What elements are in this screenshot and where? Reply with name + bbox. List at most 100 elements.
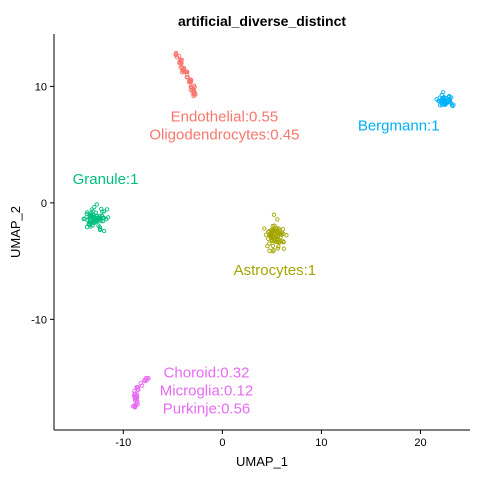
ticks-layer: -10 0 10 20 10 0 -10 [31,81,427,449]
data-point [84,211,89,217]
data-point [280,227,286,232]
data-point [440,95,445,101]
data-point [105,207,110,212]
cluster-label-line: Purkinje:0.56 [163,401,251,418]
data-point [276,244,281,249]
data-point [271,234,276,239]
data-point [284,233,289,238]
data-point [266,236,271,241]
data-point [271,226,276,232]
data-point [101,228,107,234]
data-point [81,216,86,222]
data-point [185,74,190,80]
data-point [189,85,194,90]
data-point [99,218,104,224]
data-point [99,206,104,212]
x-tick-label: 0 [219,437,225,449]
cluster-label-bergmann: Bergmann:1 [358,118,440,135]
data-point [441,90,446,95]
data-point [267,241,272,246]
data-point [132,388,137,394]
data-point [281,239,286,244]
data-point [274,236,280,242]
data-point [189,79,194,84]
data-point [88,213,94,218]
data-point [145,375,150,381]
data-point [92,204,97,210]
axes-layer [53,34,470,431]
data-point [89,207,94,212]
x-tick-label: 20 [414,437,426,449]
cluster-label-line: Bergmann:1 [358,118,440,135]
data-point [185,69,190,74]
y-tick-label: 10 [35,81,47,93]
cluster-label-line: Astrocytes:1 [234,262,317,279]
data-point [134,395,140,400]
data-point [97,213,102,219]
data-point [270,243,275,248]
data-point [263,232,269,237]
data-point [279,230,285,235]
cluster-label-line: Microglia:0.12 [160,383,253,400]
data-point [182,69,187,74]
data-point [275,217,280,222]
chart-title: artificial_diverse_distinct [178,13,346,29]
points-layer [81,50,456,410]
x-tick-label: 10 [315,437,327,449]
data-point [451,102,456,107]
data-point [281,246,286,251]
y-axis-title: UMAP_2 [8,206,23,258]
data-point [139,383,145,388]
data-point [100,218,106,224]
data-point [271,248,276,253]
cluster-astrocytes [262,212,289,254]
cluster-label-endothelial-oligo: Endothelial:0.55 Oligodendrocytes:0.45 [149,108,299,143]
cluster-endothelial-oligo [173,50,198,99]
cluster-label-granule: Granule:1 [73,171,139,188]
data-point [265,244,270,249]
data-point [262,226,267,231]
data-point [271,212,277,217]
data-point [266,229,271,235]
data-point [93,215,99,220]
data-point [276,226,281,231]
cluster-choroid-microglia-purkinje [130,375,151,410]
y-tick-label: -10 [31,314,47,326]
data-point [92,215,97,221]
cluster-label-choroid-microglia-purkinje: Choroid:0.32 Microglia:0.12 Purkinje:0.56 [160,365,253,418]
data-point [174,55,180,60]
data-point [101,209,107,214]
cluster-bergmann [434,90,456,109]
data-point [179,60,184,66]
cluster-labels-layer: Endothelial:0.55 Oligodendrocytes:0.45 Ber… [73,108,440,417]
data-point [141,378,147,383]
data-point [135,399,140,405]
data-point [186,79,192,85]
data-point [447,97,453,102]
data-point [269,232,274,237]
cluster-label-astrocytes: Astrocytes:1 [234,262,317,279]
data-point [275,246,280,251]
data-point [94,202,99,207]
cluster-label-line: Oligodendrocytes:0.45 [149,126,299,143]
data-point [436,98,441,104]
x-tick-label: -10 [115,437,131,449]
data-point [178,65,183,70]
x-axis-title: UMAP_1 [236,454,288,469]
data-point [97,224,102,230]
data-point [191,92,197,97]
cluster-label-line: Granule:1 [73,171,139,188]
cluster-granule [81,202,111,234]
cluster-label-line: Endothelial:0.55 [171,108,279,125]
data-point [279,239,284,244]
data-point [132,404,137,409]
data-point [104,217,109,222]
data-point [173,51,178,57]
data-point [447,99,453,104]
y-tick-label: 0 [41,198,47,210]
data-point [179,70,185,75]
data-point [135,385,140,390]
cluster-label-line: Choroid:0.32 [164,365,250,382]
data-point [91,218,96,223]
